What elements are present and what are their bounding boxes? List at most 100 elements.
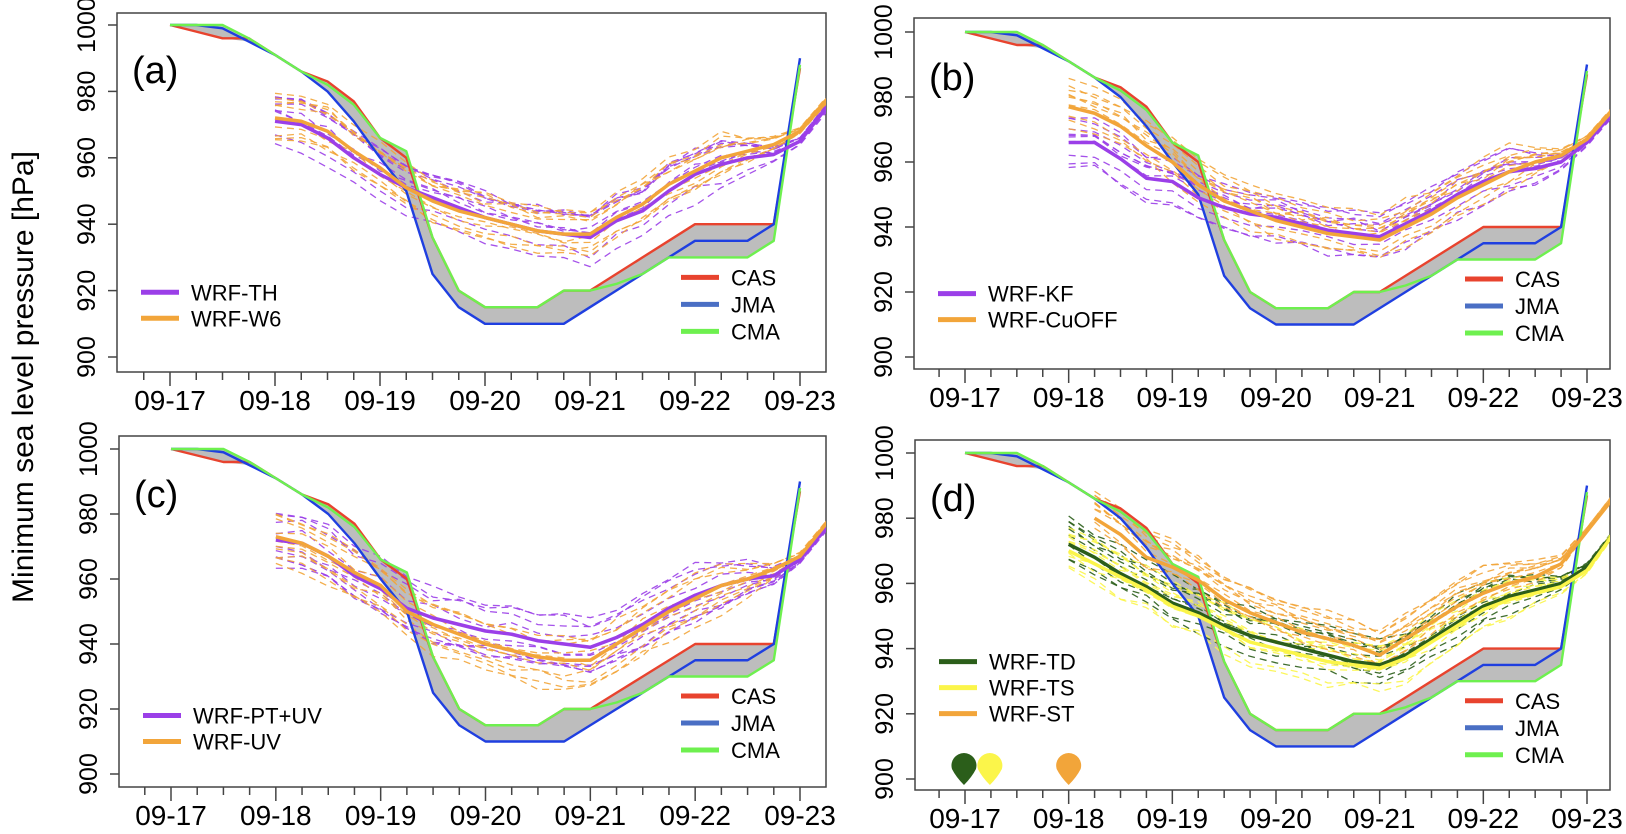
ensemble-member-wrf-ts xyxy=(1068,527,1610,648)
legend-label: CAS xyxy=(731,265,776,290)
start-marker-icon-wrf-ts xyxy=(977,753,1003,785)
x-tick-label: 09-23 xyxy=(764,800,836,831)
ensemble-member-wrf-ts xyxy=(1068,535,1610,651)
y-tick-label: 920 xyxy=(871,693,899,735)
y-tick-label: 980 xyxy=(870,76,898,118)
x-tick-label: 09-22 xyxy=(659,800,731,831)
x-tick-label: 09-21 xyxy=(1344,803,1416,834)
ensemble-member-wrf-kf xyxy=(1068,118,1610,258)
ensemble-member-wrf-cuoff xyxy=(1068,77,1610,217)
y-tick-label: 960 xyxy=(73,137,101,179)
ensemble-member-wrf-cuoff xyxy=(1068,94,1610,230)
panel-c: 900 920 940 960 980 1000 09-17 09-18 09-19 09-20 0… xyxy=(75,421,836,831)
start-marker-icon-wrf-st xyxy=(1056,753,1082,785)
plot-frame xyxy=(116,12,827,373)
panel-label: (a) xyxy=(132,50,178,92)
ensemble-member-wrf-ts xyxy=(1068,533,1610,648)
y-tick-label: 960 xyxy=(75,558,103,600)
ensemble-member-wrf-th xyxy=(274,111,826,268)
ensemble-member-wrf-td xyxy=(1068,536,1610,668)
ensemble-member-wrf-st xyxy=(1094,495,1610,635)
y-tick-label: 940 xyxy=(870,206,898,248)
ensemble-member-wrf-th xyxy=(274,106,826,234)
legend-label: WRF-PT+UV xyxy=(193,704,322,729)
ensemble-member-wrf-w6 xyxy=(274,97,826,219)
x-tick-label: 09-19 xyxy=(344,385,416,416)
x-tick-label: 09-20 xyxy=(1240,382,1312,413)
mean-line-wrf-uv xyxy=(275,521,826,662)
x-tick-label: 09-19 xyxy=(1137,382,1209,413)
legend-label: JMA xyxy=(731,292,775,317)
x-tick-label: 09-21 xyxy=(555,800,627,831)
y-tick-label: 920 xyxy=(75,688,103,730)
y-tick-label: 940 xyxy=(871,628,899,670)
ensemble-member-wrf-kf xyxy=(1068,113,1610,225)
legend-label: WRF-KF xyxy=(988,282,1074,307)
x-tick-label: 09-21 xyxy=(1344,382,1416,413)
plot-area xyxy=(964,451,1610,748)
x-tick-label: 09-22 xyxy=(1448,382,1520,413)
x-tick-label: 09-20 xyxy=(1240,803,1312,834)
x-tick-label: 09-22 xyxy=(659,385,731,416)
y-tick-label: 1000 xyxy=(75,421,103,477)
ensemble-member-wrf-pt+uv xyxy=(275,512,826,629)
ensemble-member-wrf-ts xyxy=(1068,535,1610,664)
legend-label: CMA xyxy=(731,738,780,763)
y-tick-label: 1000 xyxy=(73,0,101,53)
ensemble-member-wrf-pt+uv xyxy=(275,519,826,628)
ensemble-member-wrf-pt+uv xyxy=(275,529,826,668)
ensemble-member-wrf-th xyxy=(274,96,826,218)
ensemble-member-wrf-uv xyxy=(275,522,826,654)
y-tick-label: 980 xyxy=(75,493,103,535)
ensemble-member-wrf-pt+uv xyxy=(275,528,826,656)
legend-label: CMA xyxy=(1515,321,1564,346)
x-tick-label: 09-18 xyxy=(240,800,312,831)
ensemble-member-wrf-td xyxy=(1068,520,1610,651)
ensemble-member-wrf-ts xyxy=(1068,539,1610,685)
x-tick-label: 09-17 xyxy=(929,803,1001,834)
ensemble-member-wrf-pt+uv xyxy=(275,514,826,619)
plot-area xyxy=(964,30,1610,326)
plot-frame xyxy=(913,17,1611,370)
ensemble-member-wrf-w6 xyxy=(274,103,826,253)
ensemble-member-wrf-td xyxy=(1068,515,1610,640)
ensemble-member-wrf-cuoff xyxy=(1068,89,1610,229)
legend-label: CMA xyxy=(1515,743,1564,768)
x-tick-label: 09-18 xyxy=(239,385,311,416)
ensemble-member-wrf-kf xyxy=(1068,112,1610,218)
ensemble-member-wrf-uv xyxy=(275,527,826,691)
y-tick-label: 940 xyxy=(73,203,101,245)
panel-label: (c) xyxy=(134,474,178,516)
mean-line-wrf-td xyxy=(1067,535,1610,667)
ensemble-member-wrf-td xyxy=(1068,537,1610,674)
obs-line-cas xyxy=(170,447,802,727)
obs-line-cma xyxy=(170,23,802,309)
x-tick-label: 09-17 xyxy=(134,385,206,416)
legend-label: JMA xyxy=(1515,716,1559,741)
legend-label: JMA xyxy=(1515,294,1559,319)
y-tick-label: 960 xyxy=(871,563,899,605)
ensemble-member-wrf-w6 xyxy=(274,102,826,252)
y-tick-label: 960 xyxy=(870,141,898,183)
legend-label: JMA xyxy=(731,711,775,736)
legend-label: WRF-TD xyxy=(989,650,1076,675)
ensemble-member-wrf-st xyxy=(1094,494,1610,632)
ensemble-member-wrf-st xyxy=(1094,502,1610,667)
x-tick-label: 09-22 xyxy=(1448,803,1520,834)
ensemble-member-wrf-kf xyxy=(1068,117,1610,246)
x-tick-label: 09-20 xyxy=(449,385,521,416)
legend-label: WRF-ST xyxy=(989,702,1075,727)
x-tick-label: 09-23 xyxy=(1551,382,1623,413)
x-tick-label: 09-17 xyxy=(135,800,207,831)
panel-b: 900 920 940 960 980 1000 09-17 09-18 09-19 09-20 0… xyxy=(870,4,1623,413)
panel-label: (d) xyxy=(930,478,976,520)
legend-label: CAS xyxy=(1515,267,1560,292)
y-tick-label: 920 xyxy=(73,270,101,312)
legend-label: CAS xyxy=(731,684,776,709)
ensemble-member-wrf-uv xyxy=(275,523,826,672)
plot-area xyxy=(170,447,826,743)
mean-line-wrf-pt+uv xyxy=(275,524,826,649)
ensemble-member-wrf-th xyxy=(274,96,826,218)
ensemble-member-wrf-uv xyxy=(275,514,826,643)
start-marker-icon-wrf-td xyxy=(951,753,977,785)
